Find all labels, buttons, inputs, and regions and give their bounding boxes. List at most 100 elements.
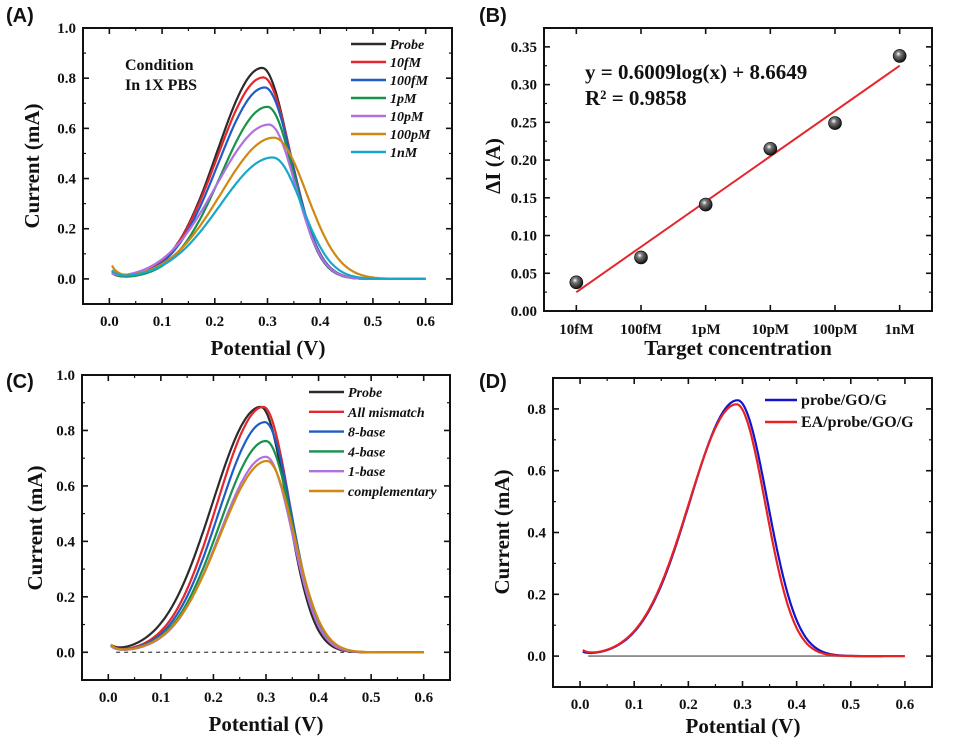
x-tick-label: 0.5 bbox=[841, 697, 860, 713]
y-tick-label: 0.2 bbox=[527, 587, 546, 603]
data-point-100fm bbox=[634, 250, 648, 265]
y-tick-label: 0.05 bbox=[511, 266, 537, 282]
x-tick-label: 0.4 bbox=[787, 697, 806, 713]
panel-c-axes: 0.0 0.1 0.2 0.3 0.4 0.5 0.6 0.0 0.2 0.4 0.6 0.8 1.0 bbox=[56, 368, 451, 706]
y-tick-label: 0.35 bbox=[511, 40, 537, 56]
panel-label-d: (D) bbox=[479, 371, 507, 393]
x-tick-label: 0.0 bbox=[571, 697, 590, 713]
x-tick-label: 0.6 bbox=[416, 314, 435, 330]
panel-b-points bbox=[569, 49, 907, 290]
panel-b: (B) 0.00 0.05 0.10 0.15 0.20 0.25 0.30 0.35 10fM… bbox=[479, 5, 933, 360]
panel-d-xlabel: Potential (V) bbox=[686, 714, 801, 738]
panel-d-legend: probe/GO/G EA/probe/GO/G bbox=[765, 392, 914, 431]
x-tick-label: 1nM bbox=[885, 322, 915, 338]
panel-d-axes: 0.0 0.1 0.2 0.3 0.4 0.5 0.6 0.0 0.2 0.4 0.6 0.8 bbox=[527, 377, 933, 713]
fit-line bbox=[575, 64, 901, 293]
y-tick-label: 0.2 bbox=[56, 590, 75, 606]
y-tick-label: 0.4 bbox=[57, 172, 76, 188]
panel-label-c: (C) bbox=[6, 371, 34, 393]
x-tick-label: 0.3 bbox=[733, 697, 752, 713]
legend-label-10fm: 10fM bbox=[390, 56, 422, 71]
panel-a-legend: Probe 10fM 100fM 1pM 10pM 100pM 1nM bbox=[351, 38, 431, 161]
panel-d-curves bbox=[582, 399, 905, 658]
x-tick-label: 0.5 bbox=[362, 690, 381, 706]
legend-label-probe-go-g: probe/GO/G bbox=[801, 392, 887, 409]
annotation-pbs: In 1X PBS bbox=[125, 77, 197, 94]
x-tick-label: 0.6 bbox=[414, 690, 433, 706]
legend-label-8-base: 8-base bbox=[348, 426, 385, 441]
x-tick-label: 0.0 bbox=[99, 690, 118, 706]
x-tick-label: 0.2 bbox=[205, 314, 224, 330]
y-tick-label: 0.25 bbox=[511, 115, 537, 131]
y-tick-label: 0.8 bbox=[57, 71, 76, 87]
panel-c-curves bbox=[110, 405, 424, 654]
y-tick-label: 1.0 bbox=[56, 368, 75, 384]
panel-a-xlabel: Potential (V) bbox=[211, 336, 326, 360]
panel-label-a: (A) bbox=[6, 5, 34, 27]
x-tick-label: 0.2 bbox=[679, 697, 698, 713]
x-tick-label: 10pM bbox=[752, 322, 790, 338]
series-line-complementary bbox=[110, 459, 424, 654]
legend-label-1-base: 1-base bbox=[348, 465, 385, 480]
data-point-10fm bbox=[569, 275, 584, 290]
legend-label-probe: Probe bbox=[390, 38, 424, 53]
x-tick-label: 0.2 bbox=[204, 690, 223, 706]
panel-c-ylabel: Current (mA) bbox=[23, 465, 47, 590]
panel-a-curves bbox=[111, 66, 426, 280]
y-tick-label: 0.8 bbox=[527, 402, 546, 418]
x-tick-label: 0.3 bbox=[258, 314, 277, 330]
x-tick-label: 10fM bbox=[559, 322, 593, 338]
y-tick-label: 0.0 bbox=[56, 645, 75, 661]
x-tick-label: 0.6 bbox=[896, 697, 915, 713]
legend-label-all-mismatch: All mismatch bbox=[347, 406, 425, 421]
x-tick-label: 0.4 bbox=[309, 690, 328, 706]
panel-b-fit bbox=[575, 64, 901, 293]
legend-label-complementary: complementary bbox=[348, 485, 437, 500]
panel-c-xlabel: Potential (V) bbox=[209, 712, 324, 736]
fit-equation: y = 0.6009log(x) + 8.6649 bbox=[585, 60, 807, 84]
y-tick-label: 0.4 bbox=[56, 534, 75, 550]
y-tick-label: 0.30 bbox=[511, 78, 537, 94]
panel-b-ylabel: ΔI (A) bbox=[481, 138, 505, 194]
y-tick-label: 0.0 bbox=[527, 649, 546, 665]
y-tick-label: 0.6 bbox=[57, 121, 76, 137]
legend-label-100fm: 100fM bbox=[390, 74, 429, 89]
legend-label-1pm: 1pM bbox=[390, 92, 417, 107]
x-tick-label: 0.1 bbox=[151, 690, 170, 706]
x-tick-label: 100fM bbox=[620, 322, 662, 338]
data-point-1pm bbox=[698, 197, 713, 212]
x-tick-label: 0.1 bbox=[625, 697, 644, 713]
y-tick-label: 0.2 bbox=[57, 222, 76, 238]
fit-r-squared: R² = 0.9858 bbox=[585, 86, 687, 110]
y-tick-label: 0.20 bbox=[511, 153, 537, 169]
y-tick-label: 1.0 bbox=[57, 21, 76, 37]
x-tick-label: 100pM bbox=[813, 322, 858, 338]
y-tick-label: 0.4 bbox=[527, 526, 546, 542]
data-point-10pm bbox=[763, 141, 778, 156]
legend-label-4-base: 4-base bbox=[347, 445, 385, 460]
series-line-1nm bbox=[111, 156, 426, 280]
legend-label-1nm: 1nM bbox=[390, 146, 418, 161]
data-point-1nm bbox=[892, 49, 907, 63]
y-tick-label: 0.6 bbox=[56, 479, 75, 495]
x-tick-label: 0.3 bbox=[257, 690, 276, 706]
panel-b-xlabel: Target concentration bbox=[644, 336, 832, 360]
panel-label-b: (B) bbox=[479, 5, 507, 27]
panel-a-ylabel: Current (mA) bbox=[20, 103, 44, 228]
panel-d: (D) 0.0 0.1 0.2 0.3 0.4 0.5 0.6 0.0 0.2 0.4 0.6 0.8… bbox=[479, 371, 933, 738]
x-tick-label: 0.5 bbox=[364, 314, 383, 330]
y-tick-label: 0.0 bbox=[57, 272, 76, 288]
legend-label-ea-probe-go-g: EA/probe/GO/G bbox=[801, 414, 914, 431]
annotation-condition: Condition bbox=[125, 57, 194, 74]
x-tick-label: 0.0 bbox=[100, 314, 119, 330]
y-tick-label: 0.15 bbox=[511, 191, 537, 207]
y-tick-label: 0.10 bbox=[511, 229, 537, 245]
legend-label-10pm: 10pM bbox=[390, 110, 424, 125]
y-tick-label: 0.8 bbox=[56, 423, 75, 439]
y-tick-label: 0.6 bbox=[527, 464, 546, 480]
legend-label-probe: Probe bbox=[348, 386, 382, 401]
x-tick-label: 1pM bbox=[691, 322, 721, 338]
panel-b-axes: 0.00 0.05 0.10 0.15 0.20 0.25 0.30 0.35 10fM 100f… bbox=[511, 27, 933, 338]
data-point-100pm bbox=[828, 116, 842, 130]
